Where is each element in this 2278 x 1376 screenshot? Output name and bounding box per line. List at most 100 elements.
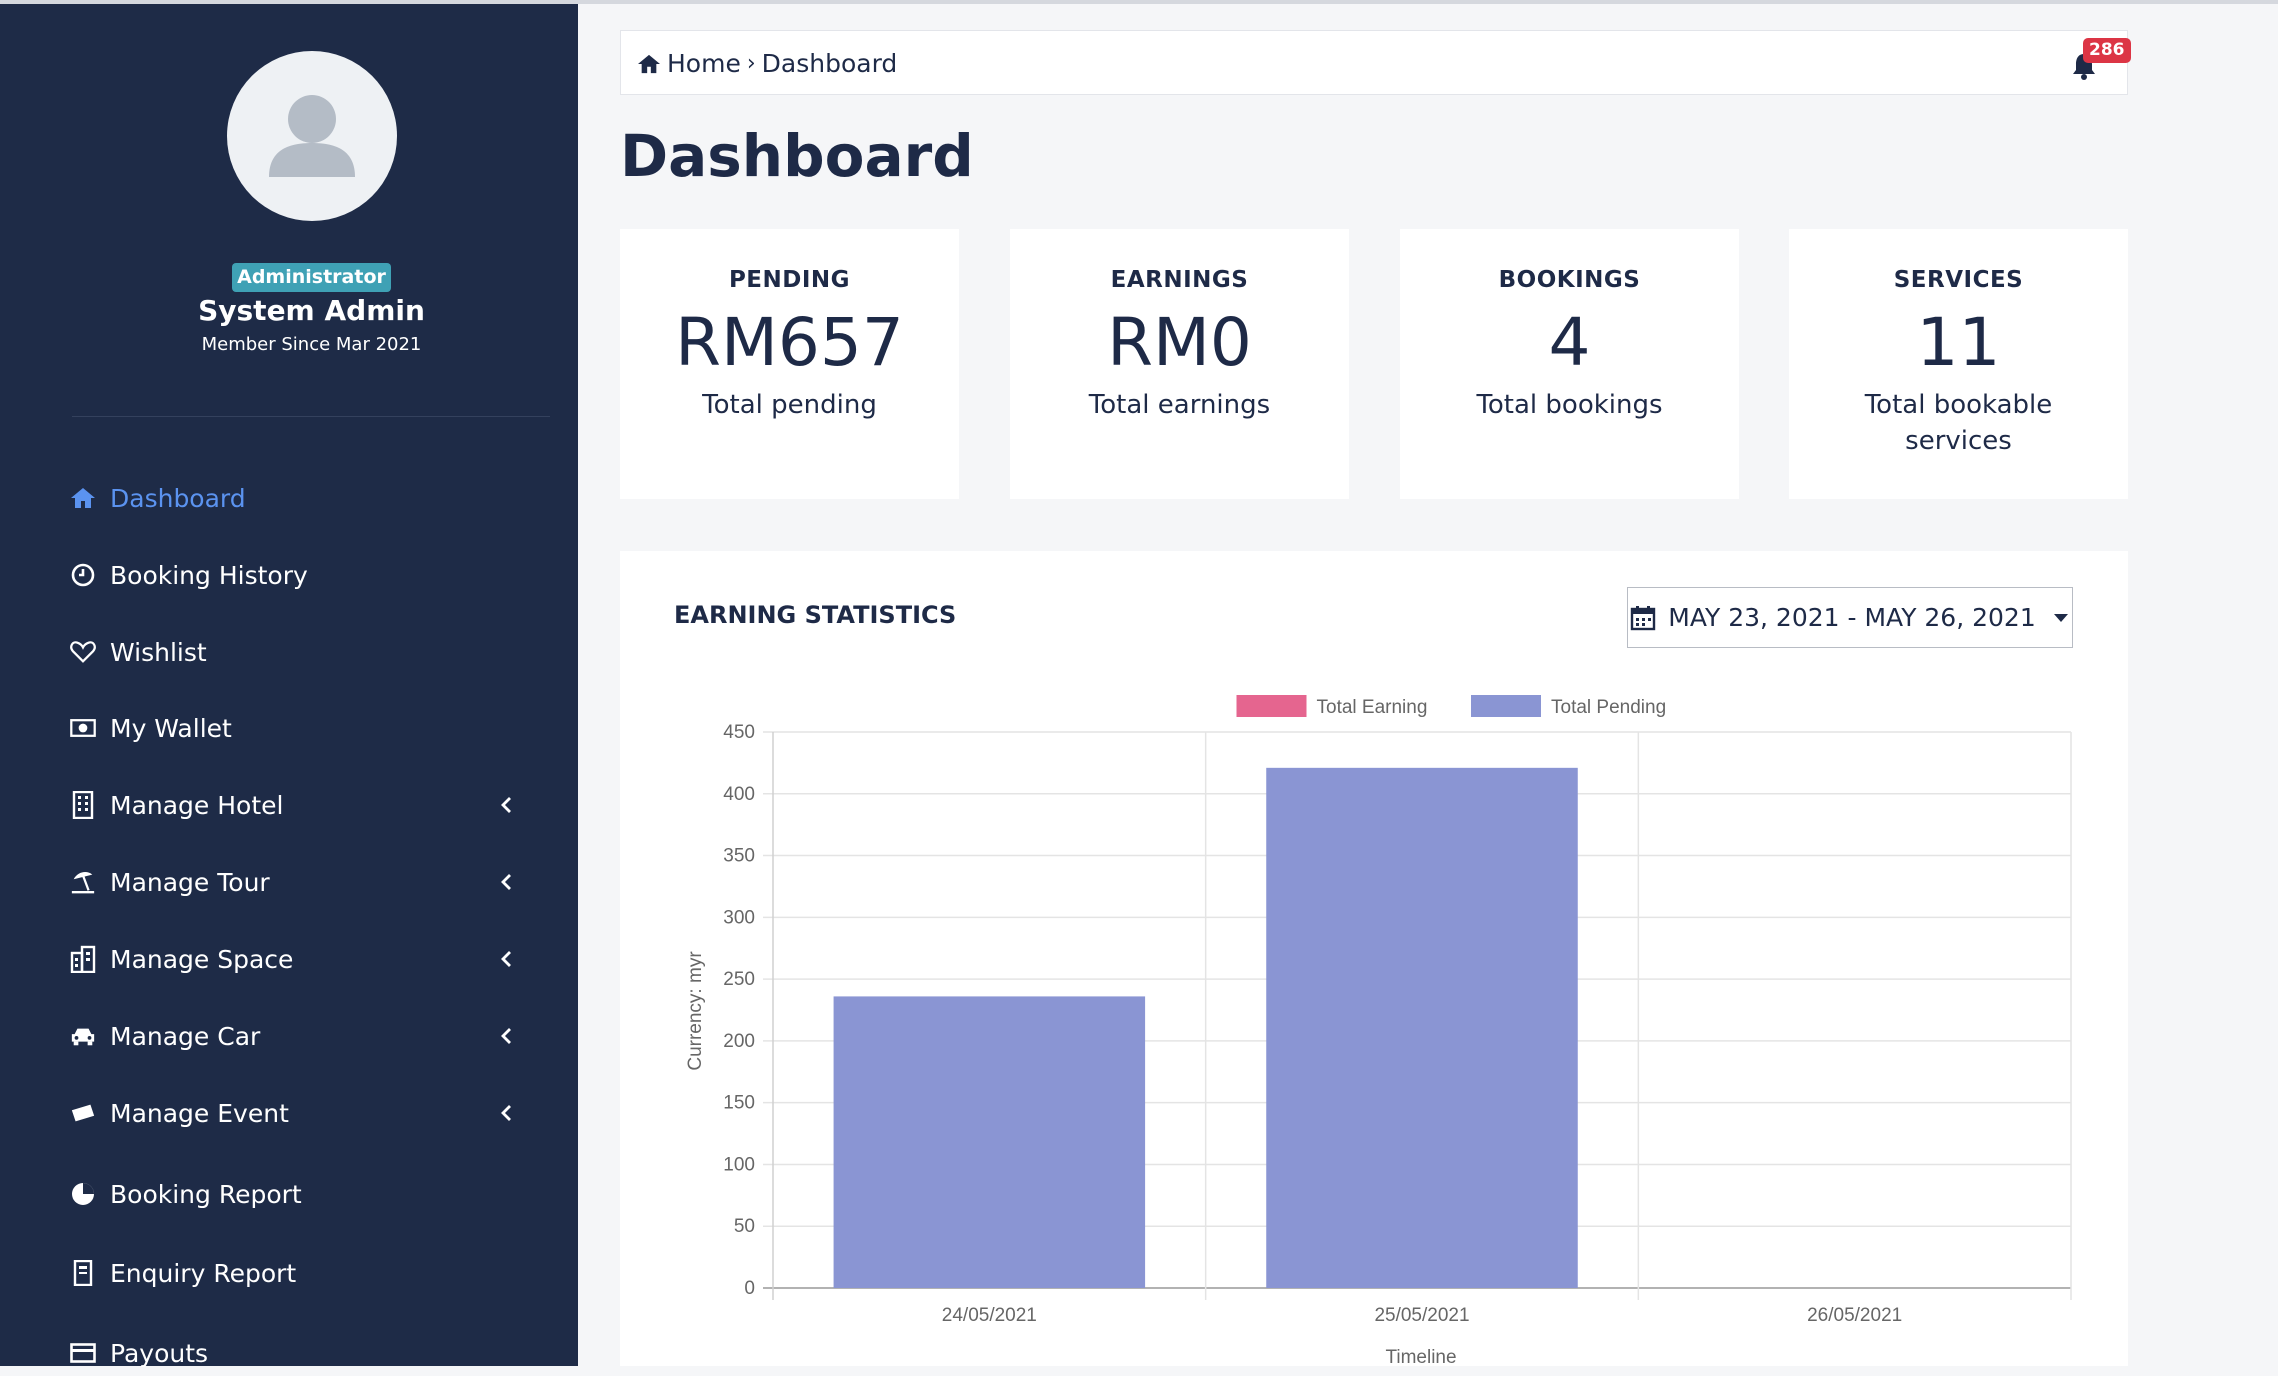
sidebar-item-label: Manage Tour: [110, 867, 270, 897]
sidebar-item-label: Enquiry Report: [110, 1258, 297, 1288]
sidebar-item-label: Dashboard: [110, 483, 246, 513]
caret-down-icon: [2053, 613, 2068, 622]
page-title: Dashboard: [620, 122, 974, 190]
sidebar-item-booking-report[interactable]: Booking Report: [70, 1171, 540, 1217]
sidebar-item-enquiry-report[interactable]: Enquiry Report: [70, 1250, 540, 1296]
chart-title: EARNING STATISTICS: [674, 601, 957, 629]
umbrella-beach-icon: [70, 869, 96, 895]
building-icon: [70, 791, 96, 819]
stat-value: RM0: [1107, 304, 1252, 381]
earning-statistics-panel: EARNING STATISTICS MAY 23, 2021 - MAY 26…: [620, 551, 2128, 1366]
stat-label: BOOKINGS: [1498, 267, 1641, 293]
legend-swatch[interactable]: [1236, 695, 1307, 717]
role-badge: Administrator: [232, 263, 391, 292]
sidebar-item-dashboard[interactable]: Dashboard: [70, 475, 540, 521]
x-axis-label: Timeline: [1385, 1347, 1456, 1366]
stat-label: SERVICES: [1893, 267, 2024, 293]
sidebar-item-wishlist[interactable]: Wishlist: [70, 629, 540, 675]
bar-total-pending[interactable]: [833, 996, 1146, 1288]
stat-card-services: SERVICES 11 Total bookable services: [1789, 229, 2128, 499]
date-range-label: MAY 23, 2021 - MAY 26, 2021: [1668, 603, 2036, 632]
y-tick-label: 450: [723, 722, 755, 743]
y-tick-label: 200: [723, 1031, 755, 1052]
sidebar-item-manage-event[interactable]: Manage Event: [70, 1090, 540, 1136]
pie-chart-icon: [70, 1181, 96, 1207]
stat-card-bookings: BOOKINGS 4 Total bookings: [1400, 229, 1739, 499]
y-tick-label: 300: [723, 907, 755, 928]
sidebar-item-label: Manage Space: [110, 944, 294, 974]
sidebar-item-payouts[interactable]: Payouts: [70, 1330, 540, 1376]
sidebar-item-label: My Wallet: [110, 713, 232, 743]
bar-total-pending[interactable]: [1266, 767, 1578, 1288]
file-icon: [70, 1260, 96, 1286]
member-since: Member Since Mar 2021: [201, 334, 422, 355]
y-tick-label: 400: [723, 784, 755, 805]
chevron-left-icon[interactable]: [494, 946, 520, 972]
sidebar-item-label: Manage Hotel: [110, 790, 284, 820]
sidebar-item-label: Manage Event: [110, 1098, 289, 1128]
breadcrumb-separator-icon: ›: [746, 51, 756, 76]
stat-card-earnings: EARNINGS RM0 Total earnings: [1010, 229, 1349, 499]
stat-description: Total bookings: [1476, 390, 1663, 420]
stat-value: 11: [1916, 304, 2001, 381]
chevron-left-icon[interactable]: [494, 1023, 520, 1049]
sidebar-item-manage-space[interactable]: Manage Space: [70, 936, 540, 982]
sidebar-item-label: Wishlist: [110, 637, 207, 667]
sidebar-item-booking-history[interactable]: Booking History: [70, 552, 540, 598]
sidebar-item-manage-car[interactable]: Manage Car: [70, 1013, 540, 1059]
y-tick-label: 350: [723, 846, 755, 867]
sidebar-item-label: Payouts: [110, 1338, 209, 1368]
earning-chart: 0 50 100 150 200 250 300 350 400 450 24/05/2021 25/…: [685, 695, 2072, 1366]
chevron-left-icon[interactable]: [494, 1100, 520, 1126]
date-range-picker[interactable]: MAY 23, 2021 - MAY 26, 2021: [1627, 587, 2073, 648]
avatar[interactable]: [227, 51, 397, 221]
legend-swatch[interactable]: [1471, 695, 1541, 717]
ticket-icon: [70, 1100, 96, 1126]
heart-icon: [70, 639, 96, 665]
sidebar-item-label: Booking History: [110, 560, 308, 590]
stat-label: EARNINGS: [1110, 267, 1249, 293]
sidebar-item-label: Manage Car: [110, 1021, 261, 1051]
stat-description: Total pending: [702, 390, 877, 420]
home-icon: [70, 485, 96, 511]
x-tick-label: 25/05/2021: [1374, 1305, 1469, 1326]
home-icon[interactable]: [637, 53, 661, 75]
chevron-left-icon[interactable]: [494, 792, 520, 818]
stat-value: RM657: [675, 304, 904, 381]
stat-value: 4: [1548, 304, 1591, 381]
stat-card-pending: PENDING RM657 Total pending: [620, 229, 959, 499]
breadcrumb-current: Dashboard: [761, 49, 898, 78]
calendar-icon: [1631, 605, 1656, 630]
legend-label[interactable]: Total Pending: [1551, 697, 1666, 718]
breadcrumb: Home › Dashboard 286: [620, 30, 2131, 95]
car-icon: [70, 1023, 96, 1049]
stat-description: Total bookable services: [1864, 390, 2053, 456]
stat-description: Total earnings: [1088, 390, 1271, 420]
y-tick-label: 50: [734, 1216, 755, 1237]
legend-label[interactable]: Total Earning: [1317, 697, 1428, 718]
sidebar-item-label: Booking Report: [110, 1179, 302, 1209]
city-building-icon: [70, 945, 96, 973]
y-axis-label: Currency: myr: [685, 951, 706, 1071]
user-name: System Admin: [198, 294, 425, 327]
stat-label: PENDING: [728, 267, 851, 293]
notification-badge[interactable]: 286: [2083, 38, 2131, 63]
y-tick-label: 100: [723, 1154, 755, 1175]
sidebar-item-my-wallet[interactable]: My Wallet: [70, 705, 540, 751]
x-tick-label: 24/05/2021: [942, 1305, 1037, 1326]
y-tick-label: 150: [723, 1093, 755, 1114]
credit-card-icon: [70, 1340, 96, 1366]
top-strip: [0, 0, 2278, 4]
sidebar-divider: [72, 416, 550, 417]
y-tick-label: 0: [744, 1278, 755, 1299]
sidebar: Administrator System Admin Member Since …: [0, 4, 578, 1368]
clock-icon: [70, 562, 96, 588]
money-bill-icon: [70, 715, 96, 741]
sidebar-item-manage-hotel[interactable]: Manage Hotel: [70, 782, 540, 828]
chevron-left-icon[interactable]: [494, 869, 520, 895]
y-tick-label: 250: [723, 969, 755, 990]
user-icon: [269, 95, 355, 177]
sidebar-item-manage-tour[interactable]: Manage Tour: [70, 859, 540, 905]
breadcrumb-home-link[interactable]: Home: [667, 49, 741, 78]
x-tick-label: 26/05/2021: [1807, 1305, 1902, 1326]
